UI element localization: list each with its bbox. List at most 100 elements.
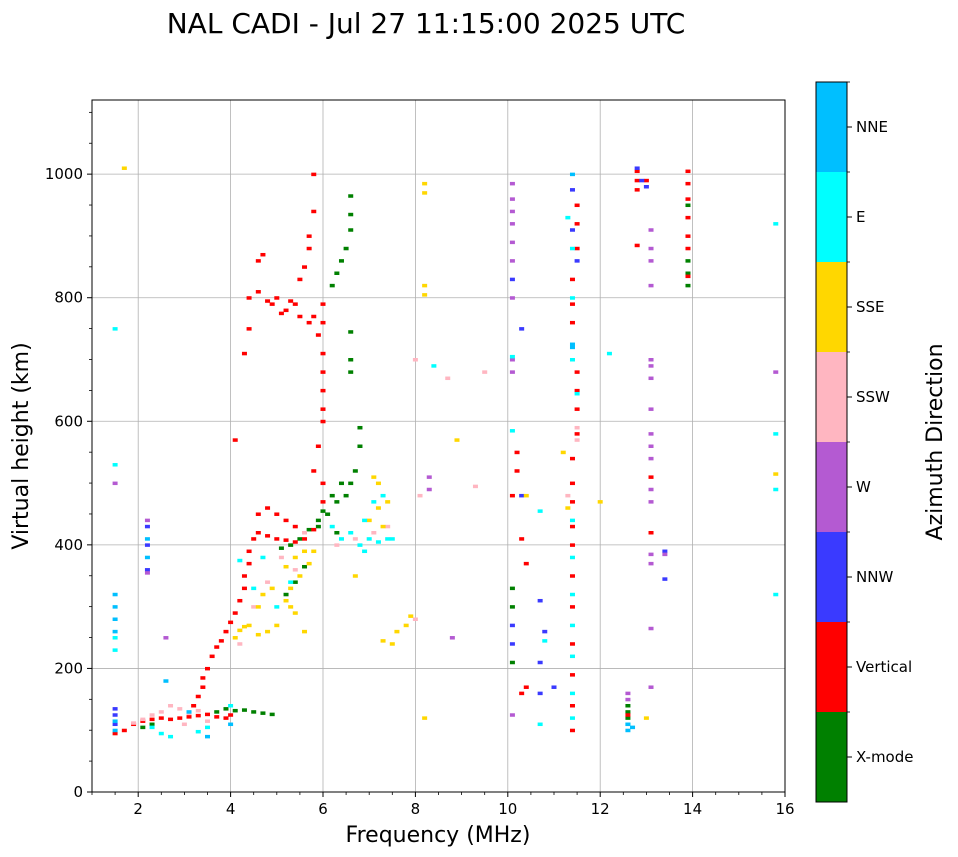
- data-point: [569, 342, 575, 347]
- data-point: [255, 605, 261, 609]
- data-point: [643, 185, 649, 189]
- colorbar-tick-label: NNE: [856, 118, 888, 136]
- data-point: [218, 639, 224, 643]
- data-point: [362, 518, 368, 523]
- data-point: [569, 358, 575, 362]
- data-point: [320, 388, 326, 393]
- colorbar-segment: [816, 172, 847, 262]
- data-point: [306, 527, 312, 532]
- data-point: [315, 518, 321, 523]
- data-point: [385, 524, 391, 529]
- data-point: [292, 540, 298, 544]
- data-point: [223, 716, 229, 720]
- data-point: [315, 444, 321, 448]
- y-tick-label: 200: [54, 659, 83, 677]
- data-point: [648, 487, 654, 492]
- data-point: [283, 592, 289, 597]
- data-point: [537, 691, 543, 696]
- data-point: [574, 370, 580, 374]
- data-point: [380, 524, 386, 529]
- data-point: [412, 617, 418, 621]
- data-point: [320, 500, 326, 504]
- data-point: [112, 728, 118, 733]
- data-point: [574, 391, 580, 396]
- x-axis-ticks: 2 4 6 8 10 12 14 16: [91, 792, 795, 818]
- data-point: [634, 166, 640, 170]
- data-point: [449, 636, 455, 640]
- data-point: [569, 555, 575, 560]
- data-point: [338, 537, 344, 541]
- data-point: [648, 432, 654, 436]
- data-point: [366, 537, 372, 541]
- data-point: [348, 194, 354, 198]
- data-point: [140, 717, 146, 722]
- data-point: [283, 308, 289, 313]
- data-point: [274, 512, 280, 516]
- data-point: [292, 555, 298, 560]
- data-point: [569, 302, 575, 306]
- data-point: [246, 623, 252, 628]
- data-point: [343, 493, 349, 498]
- data-point: [560, 450, 566, 455]
- data-point: [569, 524, 575, 529]
- data-point: [265, 629, 271, 634]
- data-point: [648, 444, 654, 448]
- data-point: [205, 725, 210, 730]
- data-point: [569, 345, 575, 350]
- data-point: [149, 725, 155, 730]
- data-point: [685, 271, 691, 275]
- data-point: [685, 197, 691, 201]
- data-marks: [112, 166, 779, 739]
- data-point: [648, 358, 654, 362]
- data-point: [625, 713, 631, 717]
- data-point: [320, 481, 326, 486]
- data-point: [569, 728, 575, 733]
- data-point: [569, 518, 575, 523]
- data-point: [569, 691, 575, 696]
- data-point: [514, 469, 520, 473]
- data-point: [348, 330, 354, 334]
- data-point: [163, 679, 169, 683]
- colorbar-tick-label: X-mode: [856, 748, 913, 766]
- data-point: [574, 259, 580, 263]
- data-point: [514, 450, 520, 455]
- data-point: [306, 234, 312, 238]
- data-point: [292, 524, 298, 529]
- data-point: [302, 549, 308, 554]
- x-tick-label: 16: [775, 800, 794, 818]
- data-point: [232, 438, 238, 442]
- data-point: [112, 713, 118, 717]
- data-point: [121, 166, 127, 170]
- data-point: [228, 713, 234, 717]
- data-point: [380, 493, 386, 498]
- data-point: [311, 172, 317, 177]
- x-tick-label: 10: [498, 800, 517, 818]
- data-point: [278, 546, 284, 550]
- data-point: [144, 543, 150, 547]
- x-tick-label: 6: [318, 800, 328, 818]
- y-tick-label: 1000: [45, 165, 83, 183]
- data-point: [625, 728, 631, 733]
- data-point: [140, 719, 146, 723]
- data-point: [569, 277, 575, 282]
- data-point: [454, 438, 460, 442]
- data-point: [648, 552, 654, 557]
- data-point: [523, 685, 529, 689]
- data-point: [509, 586, 515, 591]
- colorbar-frame: [815, 81, 848, 803]
- data-point: [144, 537, 150, 541]
- data-point: [334, 543, 340, 547]
- data-point: [685, 203, 691, 208]
- data-point: [569, 481, 575, 486]
- data-point: [209, 654, 215, 659]
- data-point: [523, 493, 529, 498]
- data-point: [569, 296, 575, 300]
- data-point: [325, 512, 331, 516]
- y-tick-label: 600: [54, 412, 83, 430]
- data-point: [648, 376, 654, 381]
- data-point: [569, 642, 575, 646]
- data-point: [509, 181, 515, 186]
- data-point: [320, 370, 326, 374]
- data-point: [334, 271, 340, 275]
- data-point: [569, 623, 575, 628]
